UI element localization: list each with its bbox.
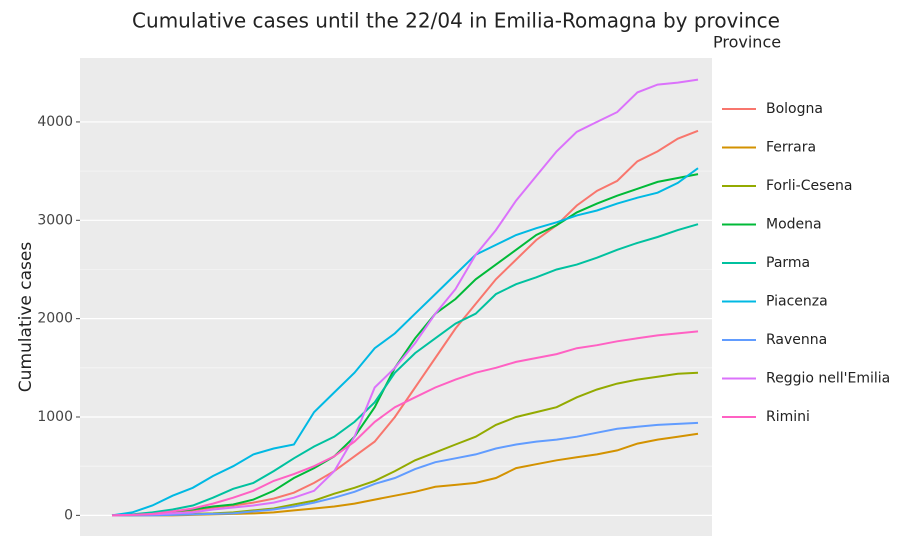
legend-label: Modena: [766, 217, 822, 233]
chart-title: Cumulative cases until the 22/04 in Emil…: [132, 9, 780, 33]
y-tick-label: 3000: [37, 212, 73, 228]
series-line: [111, 78, 699, 517]
series-line: [111, 223, 699, 517]
series-line: [111, 330, 699, 517]
plot-background: [80, 58, 712, 536]
legend-label: Piacenza: [766, 294, 828, 310]
legend-label: Rimini: [766, 409, 810, 425]
legend-label: Ferrara: [766, 140, 816, 156]
legend-label: Reggio nell'Emilia: [766, 371, 890, 387]
legend-title: Province: [713, 33, 781, 52]
series-line: [112, 421, 699, 517]
legend-label: Forli-Cesena: [766, 178, 852, 194]
y-tick-label: 0: [64, 507, 73, 523]
series-line: [111, 167, 699, 517]
y-tick-label: 1000: [37, 409, 73, 425]
y-axis-label: Cumulative cases: [16, 242, 36, 393]
legend-label: Bologna: [766, 101, 823, 117]
y-tick-label: 2000: [37, 311, 73, 327]
legend-label: Parma: [766, 255, 810, 271]
series-line: [111, 173, 699, 517]
y-tick-label: 4000: [37, 114, 73, 130]
legend-label: Ravenna: [766, 332, 827, 348]
